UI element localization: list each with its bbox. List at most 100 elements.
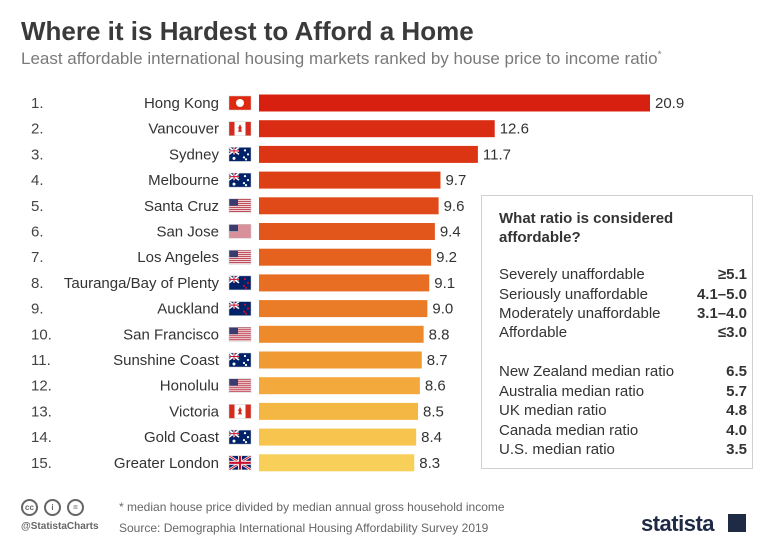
- flag-star: [232, 362, 236, 366]
- flag-stripe: [229, 380, 251, 382]
- flag-cross-red: [229, 430, 239, 438]
- flag-cross-red: [229, 147, 239, 155]
- flag-stripe: [229, 382, 251, 384]
- flag-star: [244, 312, 248, 315]
- flag-star: [243, 175, 247, 178]
- subtitle-text: Least affordable international housing m…: [21, 49, 658, 68]
- bar: [259, 402, 419, 420]
- flag-star: [242, 439, 246, 442]
- rank-label: 6.: [31, 224, 44, 241]
- legend-value: ≥5.1: [717, 266, 747, 283]
- median-row-uk: UK median ratio 4.8: [499, 401, 747, 420]
- legend-row-seriously: Seriously unaffordable 4.1–5.0: [499, 285, 747, 304]
- flag-border: [228, 224, 252, 239]
- category-label: Sunshine Coast: [113, 352, 220, 369]
- flag-stripe: [229, 204, 251, 206]
- median-row-us: U.S. median ratio 3.5: [499, 440, 747, 459]
- flag-leaf: [238, 406, 242, 415]
- rank-label: 2.: [31, 121, 44, 138]
- value-label: 9.4: [440, 224, 461, 241]
- flag-stripe: [229, 232, 251, 234]
- category-label: Santa Cruz: [144, 198, 219, 215]
- canada-flag-icon: [228, 121, 252, 136]
- rank-label: 5.: [31, 198, 44, 215]
- flag-stripe: [229, 198, 251, 200]
- flag-star: [242, 361, 246, 365]
- flag-canton: [229, 198, 238, 206]
- flag-border: [228, 95, 252, 111]
- value-label: 8.8: [429, 326, 450, 343]
- category-label: Victoria: [169, 403, 219, 420]
- bar: [259, 94, 650, 112]
- rank-label: 4.: [31, 172, 44, 189]
- flag-cross-red: [229, 275, 239, 283]
- flag-stripe: [229, 333, 251, 335]
- median-row-australia: Australia median ratio 5.7: [499, 382, 747, 401]
- flag-cross-red: [229, 353, 239, 360]
- rank-label: 3.: [31, 146, 44, 163]
- statista-logo: statista: [641, 511, 715, 536]
- source-note: Source: Demographia International Housin…: [119, 521, 489, 535]
- no-derivatives-icon: =: [67, 499, 84, 516]
- bar: [259, 223, 435, 240]
- flag-canton: [229, 378, 238, 386]
- flag-star: [242, 310, 246, 313]
- bar: [259, 197, 439, 215]
- new-zealand-flag-icon: [228, 275, 252, 291]
- median-value: 6.5: [726, 363, 747, 380]
- flag-band: [229, 121, 235, 136]
- bar: [259, 145, 478, 163]
- flag-star: [244, 184, 248, 187]
- flag-border: [228, 404, 252, 419]
- value-label: 8.6: [425, 378, 446, 395]
- flag-star: [232, 156, 236, 160]
- legend-label: Severely unaffordable: [499, 266, 645, 283]
- flag-star: [244, 363, 248, 367]
- value-label: 8.3: [419, 455, 440, 472]
- flag-star: [243, 303, 247, 306]
- australia-flag-icon: [228, 146, 252, 162]
- flag-stripe: [229, 234, 251, 236]
- flag-star: [244, 158, 248, 161]
- statista-charts-handle: @StatistaCharts: [21, 521, 99, 532]
- flag-star: [242, 182, 246, 185]
- rank-label: 1.: [31, 95, 44, 112]
- flag-stripe: [229, 262, 251, 264]
- flag-star: [232, 182, 236, 186]
- value-label: 20.9: [655, 95, 684, 112]
- flag-border: [228, 198, 252, 214]
- bar: [259, 300, 428, 318]
- chart-subtitle: Least affordable international housing m…: [21, 49, 662, 69]
- value-label: 8.5: [423, 403, 444, 420]
- flag-border: [228, 455, 252, 471]
- affordability-legend-box: What ratio is considered affordable? Sev…: [481, 195, 753, 469]
- rank-label: 9.: [31, 301, 44, 318]
- uk-flag-icon: [228, 454, 252, 471]
- flag-band: [229, 404, 235, 419]
- flag-stripe: [229, 256, 251, 258]
- flag-stripe: [229, 331, 251, 333]
- rank-label: 11.: [31, 352, 51, 369]
- median-label: New Zealand median ratio: [499, 363, 675, 380]
- rank-label: 8.: [31, 275, 44, 292]
- flag-canton: [229, 250, 238, 258]
- category-label: Melbourne: [148, 172, 219, 189]
- flag-border: [228, 147, 252, 162]
- flag-stripe: [229, 260, 251, 262]
- category-label: Auckland: [157, 301, 219, 318]
- flag-star: [246, 281, 250, 284]
- canada-flag-icon: [228, 404, 252, 419]
- flag-cross-red: [229, 173, 239, 181]
- flag-border: [228, 121, 252, 136]
- value-label: 9.7: [445, 172, 466, 189]
- legend-value: ≤3.0: [717, 324, 747, 341]
- usa-flag-icon: [228, 378, 252, 393]
- bar: [259, 171, 441, 189]
- flag-stripe: [229, 390, 251, 392]
- value-label: 11.7: [483, 146, 511, 163]
- value-label: 9.0: [432, 301, 453, 318]
- median-value: 3.5: [726, 441, 747, 458]
- value-label: 9.6: [444, 198, 465, 215]
- median-value: 5.7: [726, 383, 747, 400]
- australia-flag-icon: [228, 429, 252, 445]
